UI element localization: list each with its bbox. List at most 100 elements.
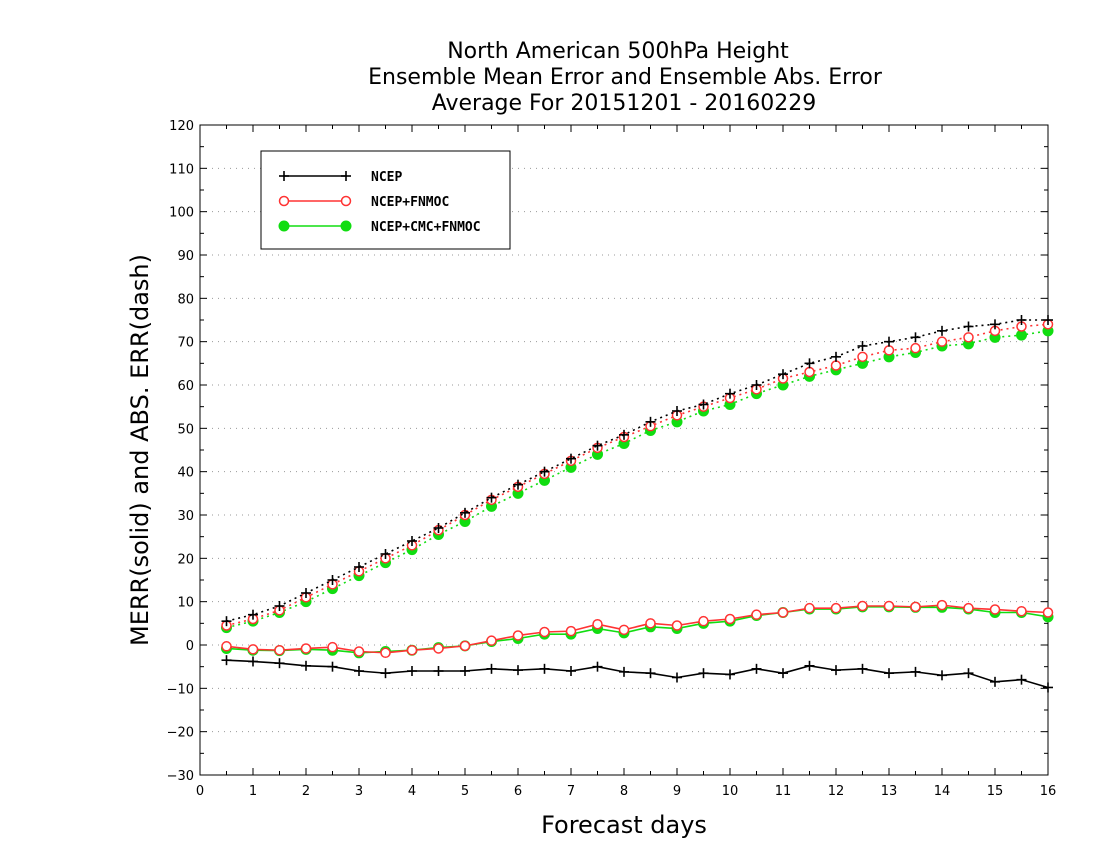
mean-err-point [247,644,259,655]
abs-err-point [936,336,948,347]
mean-err-point [513,665,523,676]
mean-err-point [433,666,444,676]
mean-err-point [619,666,629,677]
mean-err-point [857,600,868,612]
series-ncep-fnmoc [221,319,1054,659]
abs-err-point [327,575,338,585]
mean-err-point [407,666,417,676]
mean-err-line [226,604,1049,654]
mean-err-point [300,643,312,654]
y-tick-label: 80 [177,292,194,307]
mean-err-point [990,676,1000,687]
mean-err-point [963,668,974,679]
mean-err-point [804,602,815,614]
mean-err-point [645,668,656,679]
legend-marker [341,171,351,181]
abs-err-point [804,366,815,378]
series-ncep-cmc-fnmoc [221,325,1054,659]
x-tick-label: 1 [249,784,257,799]
series [221,315,1054,693]
x-tick-label: 4 [408,784,416,799]
abs-err-point [354,562,364,572]
abs-err-point [1016,315,1027,325]
mean-err-point [460,666,470,676]
mean-err-point [804,660,815,671]
x-tick-label: 2 [302,784,310,799]
mean-err-point [830,602,842,614]
legend-box [260,150,511,250]
y-tick-label: 70 [177,336,194,351]
x-axis-label: Forecast days [541,811,707,839]
legend: NCEP NCEP+FNMOC NCEP+CMC+FNMOC [260,150,511,250]
abs-err-point [486,492,497,503]
mean-err-point [1042,607,1054,618]
legend-item: NCEP [279,170,402,185]
mean-err-point [354,666,364,676]
x-tick-label: 10 [722,784,739,799]
abs-err-line [226,330,1049,629]
y-tick-label: 60 [177,379,194,394]
y-tick-label: 0 [186,639,194,654]
abs-err-point [884,336,894,347]
x-tick-label: 16 [1040,784,1057,799]
chart-title-line-3: Average For 20151201 - 20160229 [432,91,817,116]
mean-err-point [565,625,577,637]
legend-marker [278,220,290,232]
x-tick-label: 8 [620,784,628,799]
abs-err-point [433,523,444,533]
x-tick-label: 13 [881,784,898,799]
y-tick-label: 110 [169,162,194,177]
y-tick-label: −20 [167,726,194,741]
x-tick-label: 9 [673,784,681,799]
x-tick-label: 3 [355,784,363,799]
chart-title-line-2: Ensemble Mean Error and Ensemble Abs. Er… [368,65,883,90]
y-tick-label: −30 [167,769,194,784]
mean-err-point [274,644,285,656]
x-tick-label: 12 [828,784,845,799]
chart-title-line-1: North American 500hPa Height [447,39,789,64]
abs-err-point [910,342,921,354]
y-tick-label: 90 [177,249,194,264]
abs-err-point [248,609,258,620]
mean-err-point [221,641,232,652]
mean-err-point [936,599,948,611]
mean-err-point [778,668,788,679]
y-axis-label: MERR(solid) and ABS. ERR(dash) [126,254,154,646]
abs-err-point [910,332,921,343]
y-tick-label: 40 [177,466,194,481]
x-tick-label: 11 [775,784,792,799]
legend-item: NCEP+FNMOC [278,195,449,210]
mean-err-point [725,669,735,680]
mean-err-point [963,602,974,614]
legend-label: NCEP [371,170,402,185]
abs-err-point [274,601,285,611]
y-tick-label: 120 [169,119,194,134]
abs-err-point [963,321,974,332]
abs-err-point [566,453,576,464]
mean-err-point [724,613,736,625]
y-tick-label: 10 [177,596,194,611]
abs-err-point [830,360,842,371]
legend-label: NCEP+FNMOC [371,195,449,210]
abs-err-point [645,416,656,427]
mean-err-point [380,647,391,659]
mean-err-point [672,672,682,683]
abs-err-point [513,479,523,490]
mean-err-point [327,641,338,653]
x-tick-label: 5 [461,784,469,799]
legend-item: NCEP+CMC+FNMOC [278,220,481,235]
abs-err-point [857,351,868,363]
abs-err-point [751,380,762,390]
abs-err-point [407,536,417,546]
mean-err-line [226,659,1049,689]
abs-err-point [380,549,391,559]
legend-marker [278,195,290,207]
x-tick-label: 7 [567,784,575,799]
mean-err-point [884,668,894,679]
abs-err-point [963,332,974,343]
mean-err-point [592,618,603,630]
abs-err-point [804,358,815,369]
mean-err-point [937,670,947,681]
mean-err-point [831,665,841,676]
mean-err-point [1043,682,1053,693]
